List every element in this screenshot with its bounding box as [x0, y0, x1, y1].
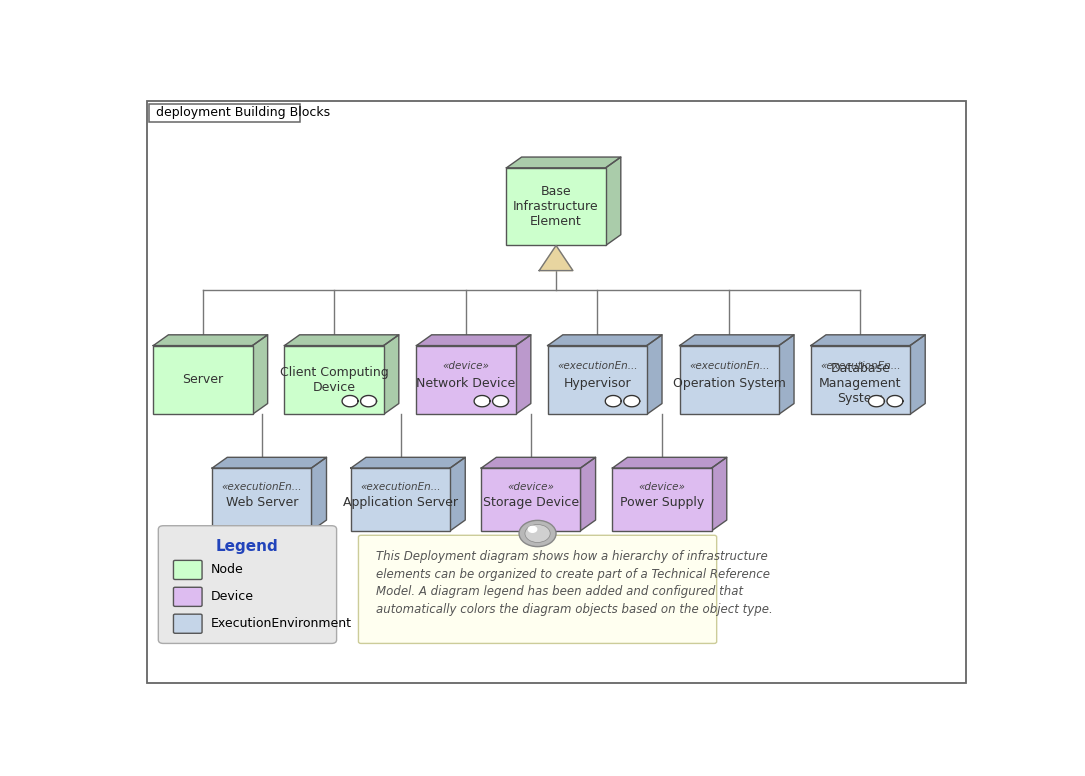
Polygon shape — [350, 457, 465, 468]
Text: «executionEn...: «executionEn... — [221, 482, 302, 492]
Polygon shape — [311, 457, 327, 531]
Polygon shape — [253, 334, 268, 414]
Polygon shape — [153, 334, 268, 345]
Text: Web Server: Web Server — [226, 496, 298, 509]
Polygon shape — [580, 457, 596, 531]
Polygon shape — [360, 396, 376, 407]
Circle shape — [519, 521, 556, 546]
FancyBboxPatch shape — [174, 587, 202, 606]
Text: Client Computing
Device: Client Computing Device — [280, 366, 388, 394]
Text: «executionEn...: «executionEn... — [820, 361, 901, 371]
FancyBboxPatch shape — [417, 345, 515, 414]
Polygon shape — [507, 157, 621, 168]
Polygon shape — [910, 334, 926, 414]
FancyBboxPatch shape — [174, 614, 202, 633]
FancyBboxPatch shape — [507, 168, 605, 245]
Text: Node: Node — [210, 563, 243, 576]
Polygon shape — [493, 396, 509, 407]
Text: Legend: Legend — [216, 539, 279, 553]
Polygon shape — [810, 334, 926, 345]
FancyBboxPatch shape — [358, 535, 717, 643]
Polygon shape — [539, 245, 573, 271]
Text: Network Device: Network Device — [417, 377, 515, 390]
Polygon shape — [417, 334, 531, 345]
Polygon shape — [624, 396, 640, 407]
Polygon shape — [605, 396, 622, 407]
FancyBboxPatch shape — [149, 104, 301, 122]
Text: Server: Server — [182, 373, 224, 386]
FancyBboxPatch shape — [612, 468, 712, 531]
FancyBboxPatch shape — [810, 345, 910, 414]
FancyBboxPatch shape — [482, 468, 580, 531]
Circle shape — [525, 525, 550, 542]
Polygon shape — [515, 334, 531, 414]
FancyBboxPatch shape — [350, 468, 450, 531]
Text: Application Server: Application Server — [343, 496, 458, 509]
Text: Device: Device — [210, 590, 254, 603]
Text: ExecutionEnvironment: ExecutionEnvironment — [210, 617, 352, 629]
Text: «executionEn...: «executionEn... — [689, 361, 769, 371]
Text: deployment Building Blocks: deployment Building Blocks — [156, 106, 330, 120]
FancyBboxPatch shape — [146, 101, 966, 683]
Polygon shape — [450, 457, 465, 531]
Text: This Deployment diagram shows how a hierarchy of infrastructure
elements can be : This Deployment diagram shows how a hier… — [376, 550, 773, 615]
Polygon shape — [342, 396, 358, 407]
Polygon shape — [284, 334, 399, 345]
Polygon shape — [712, 457, 727, 531]
FancyBboxPatch shape — [284, 345, 384, 414]
Polygon shape — [779, 334, 794, 414]
FancyBboxPatch shape — [548, 345, 647, 414]
FancyBboxPatch shape — [213, 468, 311, 531]
Text: Base
Infrastructure
Element: Base Infrastructure Element — [513, 185, 599, 228]
Text: «device»: «device» — [639, 482, 686, 492]
Polygon shape — [548, 334, 662, 345]
Text: Hypervisor: Hypervisor — [563, 377, 631, 390]
Text: «executionEn...: «executionEn... — [557, 361, 638, 371]
Polygon shape — [647, 334, 662, 414]
Polygon shape — [612, 457, 727, 468]
Text: Operation System: Operation System — [673, 377, 786, 390]
Text: Storage Device: Storage Device — [483, 496, 579, 509]
FancyBboxPatch shape — [158, 525, 336, 643]
Polygon shape — [482, 457, 596, 468]
Text: Power Supply: Power Supply — [620, 496, 704, 509]
Text: «device»: «device» — [508, 482, 554, 492]
Polygon shape — [886, 396, 903, 407]
Text: «executionEn...: «executionEn... — [360, 482, 441, 492]
Polygon shape — [605, 157, 621, 245]
Circle shape — [528, 526, 537, 532]
Text: Database
Management
System: Database Management System — [819, 362, 902, 405]
Polygon shape — [384, 334, 399, 414]
Polygon shape — [213, 457, 327, 468]
Polygon shape — [474, 396, 490, 407]
FancyBboxPatch shape — [174, 560, 202, 580]
Polygon shape — [868, 396, 884, 407]
Polygon shape — [679, 334, 794, 345]
FancyBboxPatch shape — [153, 345, 253, 414]
FancyBboxPatch shape — [679, 345, 779, 414]
Text: «device»: «device» — [443, 361, 489, 371]
